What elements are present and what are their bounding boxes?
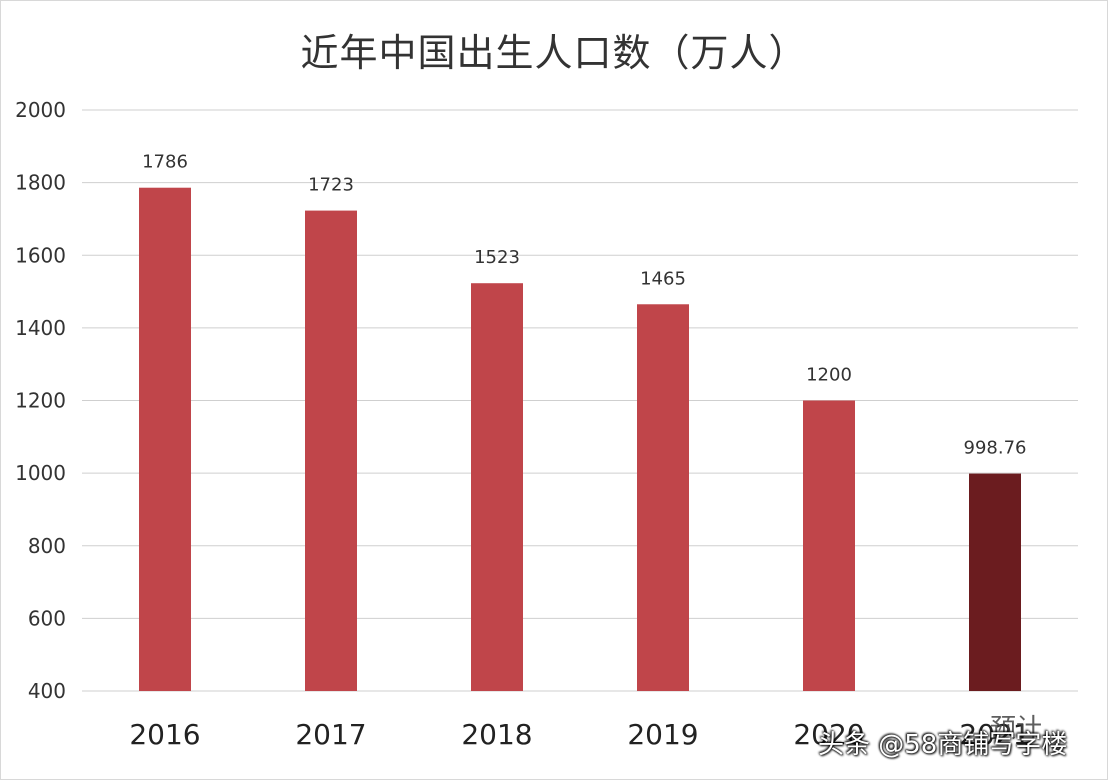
- data-label: 1465: [640, 268, 686, 289]
- y-tick-label: 400: [28, 679, 66, 703]
- watermark-text: 头条 @58商铺写字楼: [818, 730, 1068, 760]
- y-tick-label: 800: [28, 534, 66, 558]
- y-tick-label: 2000: [15, 98, 66, 122]
- bar-2018: [471, 283, 523, 691]
- data-label: 998.76: [964, 438, 1027, 459]
- bar-2019: [637, 304, 689, 691]
- x-tick-label: 2018: [461, 718, 532, 751]
- x-tick-label: 2016: [129, 718, 200, 751]
- chart-title: 近年中国出生人口数（万人）: [300, 31, 808, 75]
- y-tick-label: 1200: [15, 389, 66, 413]
- bar-2020: [803, 400, 855, 691]
- x-tick-label: 2021: [959, 718, 1030, 751]
- x-tick-label: 2020: [793, 718, 864, 751]
- y-tick-label: 1400: [15, 316, 66, 340]
- y-tick-label: 1800: [15, 171, 66, 195]
- data-label: 1786: [142, 152, 188, 173]
- y-tick-label: 1600: [15, 243, 66, 267]
- data-label: 1200: [806, 365, 852, 386]
- forecast-note: 预计: [990, 714, 1043, 744]
- y-tick-label: 1000: [15, 461, 66, 485]
- bar-2021: [969, 473, 1021, 691]
- data-label: 1723: [308, 175, 354, 196]
- bar-2017: [305, 210, 357, 691]
- data-label: 1523: [474, 247, 520, 268]
- bar-2016: [139, 187, 191, 692]
- x-tick-label: 2017: [295, 718, 366, 751]
- x-tick-label: 2019: [627, 718, 698, 751]
- y-tick-label: 600: [28, 606, 66, 630]
